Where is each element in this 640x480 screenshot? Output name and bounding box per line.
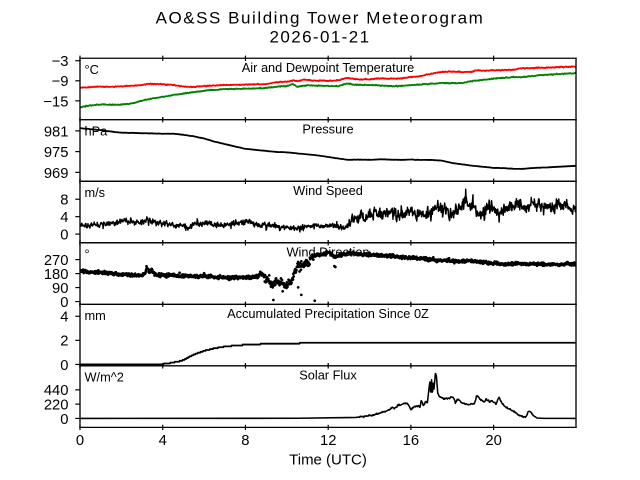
svg-text:12: 12 bbox=[320, 433, 336, 449]
svg-text:2026-01-21: 2026-01-21 bbox=[270, 27, 371, 46]
svg-text:m/s: m/s bbox=[85, 185, 106, 200]
svg-text:Accumulated Precipitation Sinc: Accumulated Precipitation Since 0Z bbox=[227, 306, 429, 321]
svg-text:8: 8 bbox=[60, 193, 68, 209]
svg-text:−9: −9 bbox=[52, 74, 69, 90]
svg-text:0: 0 bbox=[60, 358, 68, 374]
svg-text:4: 4 bbox=[60, 310, 68, 326]
svg-text:−3: −3 bbox=[52, 54, 69, 70]
svg-text:AO&SS Building Tower Meteorogr: AO&SS Building Tower Meteorogram bbox=[156, 9, 485, 28]
svg-text:4: 4 bbox=[159, 433, 167, 449]
svg-text:90: 90 bbox=[52, 281, 68, 297]
svg-text:Air and Dewpoint Temperature: Air and Dewpoint Temperature bbox=[242, 60, 414, 75]
svg-text:Wind Direction: Wind Direction bbox=[286, 244, 369, 259]
svg-text:220: 220 bbox=[44, 398, 69, 414]
svg-text:Wind Speed: Wind Speed bbox=[293, 183, 363, 198]
svg-text:0: 0 bbox=[60, 412, 68, 428]
svg-text:0: 0 bbox=[60, 228, 68, 244]
svg-text:mm: mm bbox=[85, 308, 106, 323]
svg-text:270: 270 bbox=[44, 253, 69, 269]
svg-text:975: 975 bbox=[44, 145, 69, 161]
svg-text:Solar Flux: Solar Flux bbox=[299, 367, 357, 382]
svg-text:0: 0 bbox=[60, 295, 68, 311]
svg-text:981: 981 bbox=[44, 124, 69, 140]
svg-text:hPa: hPa bbox=[85, 123, 109, 138]
svg-text:8: 8 bbox=[241, 433, 249, 449]
svg-text:°C: °C bbox=[85, 62, 99, 77]
svg-text:0: 0 bbox=[76, 433, 84, 449]
svg-text:°: ° bbox=[85, 246, 90, 261]
svg-text:W/m^2: W/m^2 bbox=[85, 369, 124, 384]
svg-text:−15: −15 bbox=[43, 94, 68, 110]
svg-text:2: 2 bbox=[60, 334, 68, 350]
svg-text:4: 4 bbox=[60, 210, 68, 226]
svg-text:180: 180 bbox=[44, 267, 69, 283]
svg-text:16: 16 bbox=[403, 433, 419, 449]
svg-text:969: 969 bbox=[44, 166, 69, 182]
svg-text:Pressure: Pressure bbox=[302, 121, 353, 136]
svg-text:Time (UTC): Time (UTC) bbox=[289, 452, 367, 469]
svg-text:440: 440 bbox=[44, 383, 69, 399]
svg-text:20: 20 bbox=[485, 433, 501, 449]
